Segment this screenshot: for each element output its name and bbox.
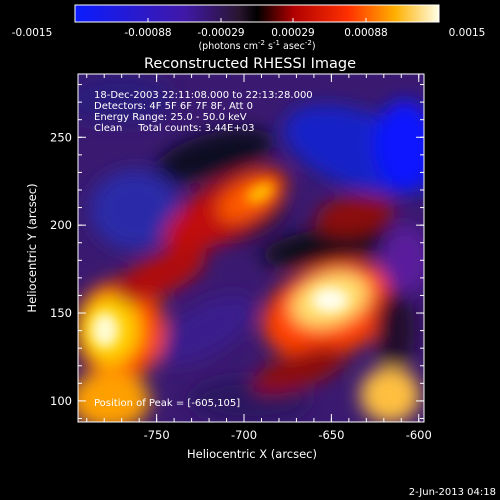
colorbar	[74, 4, 440, 23]
y-tick-label: 150	[50, 306, 72, 320]
x-axis-ticks: -750 -700 -650 -600	[86, 74, 432, 442]
y-tick-label: 250	[50, 130, 72, 144]
colorbar-tick-label: 0.00029	[271, 27, 314, 39]
colorbar-ticks	[74, 18, 440, 22]
plot-title: Reconstructed RHESSI Image	[144, 56, 356, 72]
footer-date: 2-Jun-2013 04:18	[409, 487, 496, 498]
colorbar-unit: (photons cm-2 s-1 asec-2)	[198, 39, 315, 52]
plot-frame	[77, 73, 425, 423]
colorbar-tick-label: -0.0015	[12, 27, 53, 39]
x-axis-label: Heliocentric X (arcsec)	[187, 447, 317, 461]
y-axis-label: Heliocentric Y (arcsec)	[25, 183, 39, 312]
info-detectors: Detectors: 4F 5F 6F 7F 8F, Att 0	[94, 101, 253, 112]
colorbar-tick-label: -0.00088	[124, 27, 171, 39]
x-tick-label: -650	[318, 428, 344, 442]
colorbar-tick-label: 0.0015	[449, 27, 486, 39]
info-counts: Clean Total counts: 3.44E+03	[94, 123, 254, 134]
info-time-range: 18-Dec-2003 22:11:08.000 to 22:13:28.000	[94, 90, 313, 101]
info-energy-range: Energy Range: 25.0 - 50.0 keV	[94, 112, 247, 123]
rhessi-image	[78, 74, 424, 422]
y-tick-label: 200	[50, 218, 72, 232]
colorbar-tick-label: -0.00029	[197, 27, 244, 39]
x-tick-label: -600	[406, 428, 432, 442]
y-tick-label: 100	[50, 394, 72, 408]
x-tick-label: -750	[144, 428, 170, 442]
x-tick-label: -700	[231, 428, 257, 442]
peak-position: Position of Peak = [-605,105]	[94, 398, 240, 409]
colorbar-tick-label: 0.00088	[344, 27, 387, 39]
y-axis-ticks: 100 150 200 250	[50, 84, 424, 419]
